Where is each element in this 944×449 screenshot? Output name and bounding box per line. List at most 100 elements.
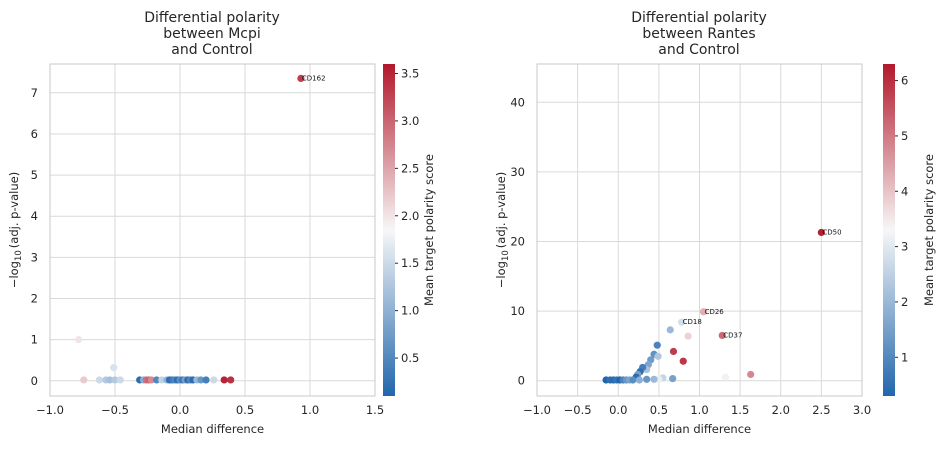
- colorbar-tick-label: 0.5: [401, 351, 419, 365]
- chart-title-line: between Mcpi: [163, 26, 261, 42]
- scatter-point: [747, 370, 755, 379]
- y-tick-label: 1: [31, 333, 38, 347]
- chart-title-line: between Rantes: [642, 26, 755, 42]
- scatter-point: [635, 376, 643, 384]
- x-axis-label: Median difference: [161, 422, 264, 436]
- point-label: CD18: [683, 318, 702, 326]
- y-tick-label: 30: [510, 165, 525, 179]
- y-axis-label-suffix: (adj. p-value): [7, 172, 21, 248]
- chart-title: Differential polarity between Mcpi and Con…: [144, 10, 280, 58]
- points: [75, 74, 305, 384]
- colorbar-tick-label: 2.5: [401, 161, 419, 175]
- x-tick-label: 2.5: [812, 403, 830, 417]
- colorbar-tick-label: 1.0: [401, 304, 419, 318]
- y-tick-label: 7: [31, 86, 38, 100]
- x-axis-label: Median difference: [648, 422, 751, 436]
- points: [602, 228, 825, 384]
- scatter-point: [643, 375, 651, 383]
- y-tick-label: 0: [518, 374, 525, 388]
- scatter-point: [80, 376, 88, 384]
- colorbar-tick-label: 4: [901, 184, 908, 198]
- scatter-point: [669, 347, 678, 356]
- colorbar: [883, 64, 895, 396]
- colorbar-tick-label: 1.5: [401, 256, 419, 270]
- y-axis-label-prefix: −log: [494, 261, 508, 288]
- scatter-point: [202, 376, 210, 384]
- colorbar-tick-label: 5: [901, 129, 908, 143]
- scatter-point: [111, 376, 119, 384]
- scatter-point: [210, 376, 218, 384]
- scatter-point: [95, 376, 103, 384]
- scatter-point: [678, 318, 686, 326]
- x-tick-label: −0.5: [564, 403, 592, 417]
- scatter-point: [650, 375, 658, 383]
- y-tick-label: 4: [31, 209, 38, 223]
- colorbar-tick-label: 3: [901, 240, 908, 254]
- y-tick-label: 20: [510, 234, 525, 248]
- y-tick-label: 0: [31, 374, 38, 388]
- panel-rantes: Differential polarity between Rantes and C…: [494, 10, 936, 436]
- point-label: CD37: [723, 331, 742, 339]
- point-label: CD26: [705, 308, 725, 316]
- y-tick-label: 40: [510, 95, 525, 109]
- scatter-point: [666, 326, 674, 334]
- x-tick-label: −1.0: [523, 403, 551, 417]
- scatter-point: [227, 376, 235, 384]
- y-axis-label-prefix: −log: [7, 261, 21, 288]
- scatter-point: [220, 376, 228, 384]
- x-tick-label: 3.0: [853, 403, 871, 417]
- y-axis-label: −log10 (adj. p-value): [7, 172, 24, 288]
- panel-mcpi: Differential polarity between Mcpi and Con…: [7, 10, 436, 436]
- chart-title: Differential polarity between Rantes and C…: [631, 10, 767, 58]
- chart-title-line: and Control: [171, 42, 252, 58]
- y-tick-label: 5: [31, 168, 38, 182]
- y-axis-label-suffix: (adj. p-value): [494, 172, 508, 248]
- x-tick-label: 1.5: [731, 403, 749, 417]
- y-axis-label-sub: 10: [14, 250, 24, 261]
- y-tick-label: 6: [31, 127, 38, 141]
- y-tick-label: 2: [31, 291, 38, 305]
- plot-frame: [536, 63, 863, 397]
- x-tick-label: 2.0: [772, 403, 790, 417]
- chart-title-line: Differential polarity: [144, 10, 280, 26]
- chart-title-line: Differential polarity: [631, 10, 767, 26]
- grid: [536, 64, 863, 396]
- scatter-point: [116, 376, 124, 384]
- scatter-point: [653, 341, 661, 349]
- scatter-point: [106, 376, 114, 384]
- scatter-point: [153, 376, 161, 384]
- colorbar-label: Mean target polarity score: [922, 154, 936, 306]
- y-tick-label: 3: [31, 250, 38, 264]
- scatter-point: [699, 308, 708, 316]
- scatter-point: [654, 352, 662, 360]
- point-label: CD50: [822, 228, 841, 236]
- x-tick-label: 1.0: [301, 403, 319, 417]
- colorbar-tick-label: 1: [901, 350, 908, 364]
- x-tick-label: 1.5: [366, 403, 384, 417]
- grid: [49, 64, 376, 396]
- colorbar-tick-label: 2.0: [401, 209, 419, 223]
- y-tick-label: 10: [510, 304, 525, 318]
- y-axis-label: −log10 (adj. p-value): [494, 172, 511, 288]
- point-label: CD162: [302, 74, 326, 82]
- scatter-point: [817, 228, 825, 237]
- scatter-point: [147, 376, 155, 384]
- scatter-point: [297, 74, 305, 82]
- colorbar-tick-label: 3.0: [401, 114, 419, 128]
- y-axis-label-sub: 10: [501, 250, 511, 261]
- scatter-point: [110, 364, 118, 372]
- scatter-point: [721, 373, 730, 381]
- chart-title-line: and Control: [658, 42, 739, 58]
- colorbar-tick-label: 3.5: [401, 66, 419, 80]
- colorbar-tick-label: 6: [901, 74, 908, 88]
- scatter-point: [679, 357, 687, 365]
- x-tick-label: −1.0: [36, 403, 64, 417]
- x-tick-label: 0.0: [609, 403, 627, 417]
- x-tick-label: 0.0: [171, 403, 189, 417]
- scatter-point: [669, 374, 677, 383]
- scatter-point: [684, 332, 692, 340]
- plot-frame: [49, 63, 376, 397]
- scatter-point: [718, 331, 726, 340]
